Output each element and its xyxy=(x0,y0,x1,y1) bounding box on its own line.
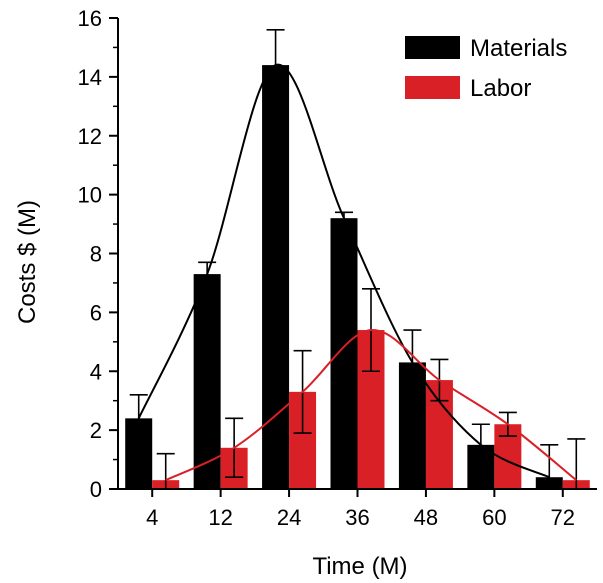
y-tick-label: 8 xyxy=(90,242,102,267)
chart-marks xyxy=(125,28,590,490)
series-labor xyxy=(152,288,590,490)
x-tick-label: 72 xyxy=(551,505,575,530)
x-tick-label: 12 xyxy=(208,505,232,530)
x-tick-label: 4 xyxy=(146,505,158,530)
y-axis-title: Costs $ (M) xyxy=(14,200,41,324)
y-tick-label: 4 xyxy=(90,359,102,384)
legend-swatch-materials xyxy=(405,36,460,59)
x-tick-label: 24 xyxy=(277,505,301,530)
bar-materials-12 xyxy=(193,274,221,489)
y-tick-label: 10 xyxy=(78,183,102,208)
y-tick-label: 12 xyxy=(78,124,102,149)
y-tick-label: 2 xyxy=(90,418,102,443)
x-tick-label: 48 xyxy=(414,505,438,530)
legend-swatch-labor xyxy=(405,76,460,99)
y-tick-label: 6 xyxy=(90,300,102,325)
bar-materials-24 xyxy=(262,65,290,489)
x-tick-label: 36 xyxy=(345,505,369,530)
y-tick-label: 0 xyxy=(90,477,102,502)
legend-label-materials: Materials xyxy=(470,35,567,62)
x-tick-label: 60 xyxy=(482,505,506,530)
y-tick-label: 16 xyxy=(78,6,102,31)
bar-materials-36 xyxy=(330,218,358,490)
legend: Materials Labor xyxy=(405,35,567,102)
fit-curve-labor xyxy=(165,329,577,482)
y-tick-label: 14 xyxy=(78,65,102,90)
fit-curve-materials xyxy=(137,63,550,479)
series-materials xyxy=(125,28,563,490)
x-axis-title: Time (M) xyxy=(312,553,407,580)
legend-label-labor: Labor xyxy=(470,75,531,102)
